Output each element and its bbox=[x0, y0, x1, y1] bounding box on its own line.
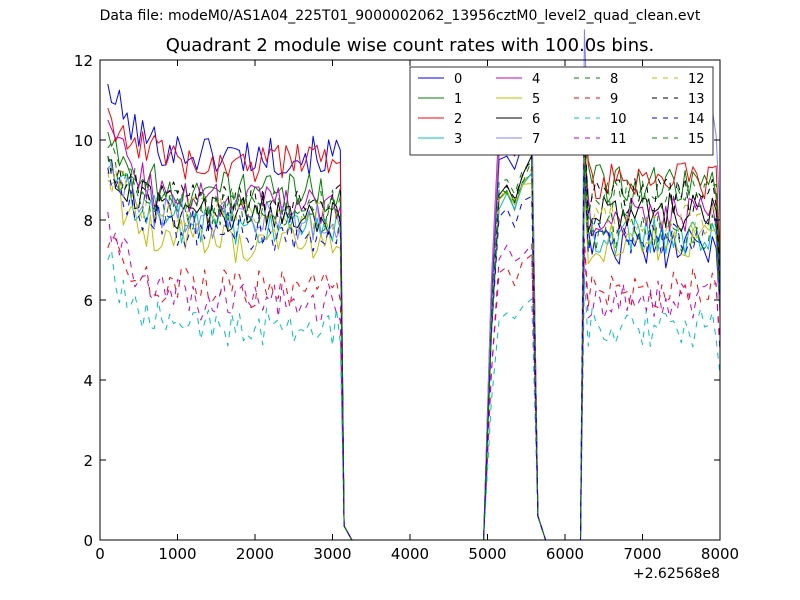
series-line-8 bbox=[107, 126, 721, 541]
legend-label-8: 8 bbox=[610, 72, 618, 87]
legend-label-12: 12 bbox=[688, 72, 705, 87]
x-offset-text: +2.62568e8 bbox=[633, 566, 720, 582]
x-tick-label: 7000 bbox=[623, 545, 661, 563]
x-tick-label: 5000 bbox=[468, 545, 506, 563]
series-line-4 bbox=[107, 119, 721, 541]
legend-label-10: 10 bbox=[610, 112, 627, 127]
series-line-10 bbox=[107, 249, 721, 541]
series-line-14 bbox=[107, 166, 721, 541]
legend-label-2: 2 bbox=[454, 112, 462, 127]
series-line-9 bbox=[107, 237, 721, 541]
x-tick-label: 1000 bbox=[158, 545, 196, 563]
legend-label-15: 15 bbox=[688, 132, 705, 147]
legend-label-9: 9 bbox=[610, 92, 618, 107]
series-line-13 bbox=[107, 112, 721, 541]
legend-label-4: 4 bbox=[532, 72, 540, 87]
x-tick-label: 6000 bbox=[546, 545, 584, 563]
legend-label-5: 5 bbox=[532, 92, 540, 107]
figure-suptitle: Data file: modeM0/AS1A04_225T01_90000020… bbox=[99, 8, 701, 24]
y-tick-label: 12 bbox=[74, 52, 93, 70]
series-line-2 bbox=[107, 101, 721, 541]
y-tick-label: 6 bbox=[83, 292, 93, 310]
x-tick-label: 3000 bbox=[313, 545, 351, 563]
x-tick-label: 0 bbox=[95, 545, 105, 563]
y-tick-label: 8 bbox=[83, 212, 93, 230]
legend-label-7: 7 bbox=[532, 132, 540, 147]
legend-box bbox=[409, 66, 714, 156]
legend-label-13: 13 bbox=[688, 92, 705, 107]
ticks-layer: 0 1000 2000 3000 4000 5000 6000 7000 80000246810… bbox=[74, 52, 739, 563]
legend-label-14: 14 bbox=[688, 112, 705, 127]
x-tick-label: 8000 bbox=[701, 545, 739, 563]
series-line-1 bbox=[107, 106, 721, 541]
legend-label-0: 0 bbox=[454, 72, 462, 87]
legend-label-1: 1 bbox=[454, 92, 462, 107]
x-tick-label: 2000 bbox=[236, 545, 274, 563]
chart-title: Quadrant 2 module wise count rates with … bbox=[165, 35, 655, 56]
y-tick-label: 0 bbox=[83, 532, 93, 550]
legend-label-11: 11 bbox=[610, 132, 627, 147]
legend-label-6: 6 bbox=[532, 112, 540, 127]
series-line-0 bbox=[107, 83, 721, 541]
series-line-12 bbox=[107, 153, 721, 541]
y-tick-label: 4 bbox=[83, 372, 93, 390]
y-tick-label: 2 bbox=[83, 452, 93, 470]
series-line-5 bbox=[107, 179, 721, 541]
legend-label-3: 3 bbox=[454, 132, 462, 147]
series-line-11 bbox=[107, 211, 721, 541]
series-line-15 bbox=[107, 155, 721, 541]
x-tick-label: 4000 bbox=[391, 545, 429, 563]
y-tick-label: 10 bbox=[74, 132, 93, 150]
